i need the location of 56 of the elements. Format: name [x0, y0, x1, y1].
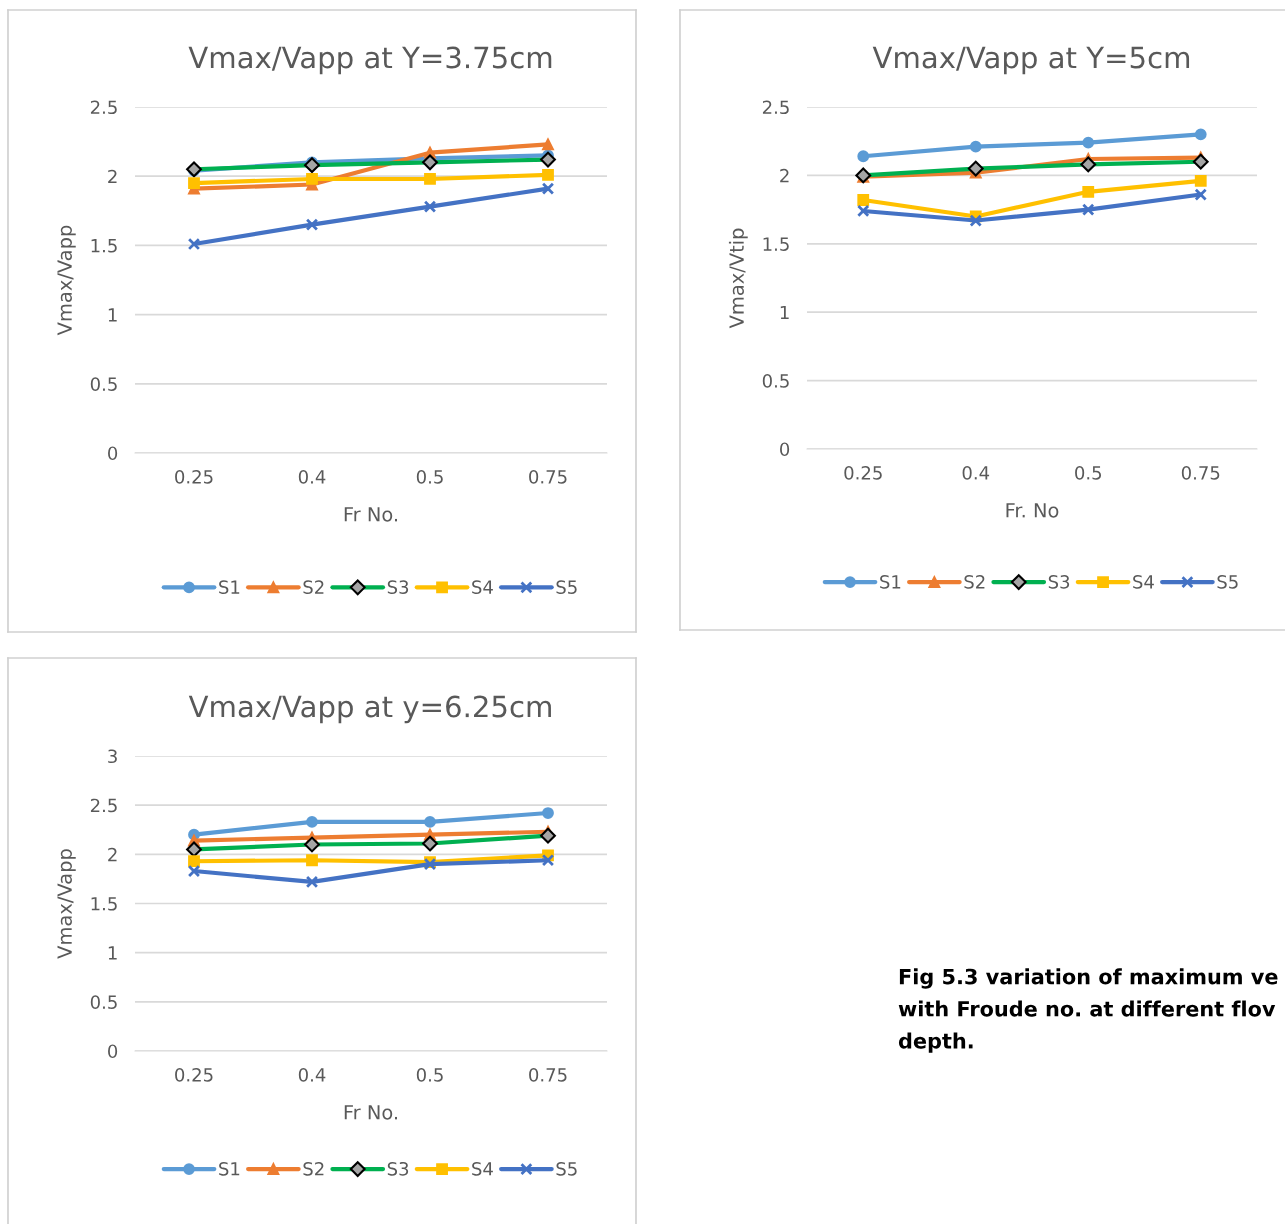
y-axis-title: Vmax/Vtip	[728, 228, 748, 329]
y-tick-label: 2	[108, 169, 117, 184]
y-tick-label: 0.5	[90, 995, 117, 1009]
y-tick-label: 1	[108, 308, 117, 322]
y-tick-label: 2.5	[90, 100, 117, 115]
x-tick-label: 0.25	[844, 465, 882, 480]
x-tick-label: 0.5	[416, 1067, 443, 1082]
x-tick-label: 0.75	[529, 469, 567, 484]
y-axis-title: Vmax/Vapp	[57, 225, 76, 336]
y-tick-label: 0	[108, 1044, 118, 1059]
chart-title: Vmax/Vapp at Y=5cm	[872, 46, 1190, 75]
y-tick-label: 0.5	[762, 374, 789, 388]
legend-label: S4	[472, 1161, 493, 1176]
x-tick-label: 0.25	[175, 1067, 213, 1082]
legend-label: S2	[303, 580, 324, 594]
x-axis-title: Fr No.	[344, 507, 398, 522]
y-tick-label: 3	[108, 749, 117, 764]
x-tick-label: 0.75	[1181, 465, 1220, 480]
y-tick-label: 1	[108, 946, 117, 960]
y-tick-label: 2	[108, 847, 117, 862]
chart-title: Vmax/Vapp at Y=3.75cm	[188, 46, 552, 75]
x-tick-label: 0.4	[962, 465, 990, 480]
legend-label: S4	[472, 580, 493, 594]
y-tick-label: 2.5	[762, 100, 789, 115]
x-axis-title: Fr. No	[1006, 503, 1059, 518]
x-tick-label: 0.4	[298, 469, 326, 484]
y-tick-label: 1.5	[763, 237, 789, 251]
legend-label: S3	[1048, 575, 1070, 589]
y-tick-label: 0	[108, 446, 118, 461]
legend-label: S1	[219, 1161, 240, 1176]
y-tick-label: 1	[780, 305, 789, 320]
x-tick-label: 0.75	[529, 1067, 567, 1082]
x-tick-label: 0.5	[1075, 465, 1102, 480]
chart-title: Vmax/Vapp at y=6.25cm	[188, 695, 551, 724]
legend-label: S5	[556, 1161, 577, 1176]
x-tick-label: 0.5	[416, 469, 443, 484]
y-tick-label: 1.5	[91, 239, 117, 253]
legend-label: S2	[964, 575, 985, 589]
y-tick-label: 2.5	[90, 798, 117, 813]
x-tick-label: 0.4	[298, 1067, 326, 1082]
legend-label: S2	[303, 1161, 324, 1176]
legend-label: S3	[387, 1161, 409, 1176]
legend-label: S3	[387, 580, 409, 594]
x-tick-label: 0.25	[175, 469, 213, 484]
y-tick-label: 1.5	[91, 897, 117, 911]
legend-label: S4	[1133, 575, 1154, 589]
legend-label: S5	[1217, 575, 1238, 589]
caption: Fig 5.3 variation of maximum ve with Froude no. at different flov depth.	[898, 968, 1278, 1053]
y-tick-label: 0	[780, 442, 790, 457]
legend-label: S1	[219, 580, 240, 594]
y-tick-label: 0.5	[90, 377, 117, 391]
y-tick-label: 2	[780, 168, 789, 183]
x-axis-title: Fr No.	[344, 1105, 398, 1120]
legend-label: S1	[880, 575, 901, 589]
legend-label: S5	[556, 580, 577, 594]
y-axis-title: Vmax/Vapp	[57, 849, 76, 959]
